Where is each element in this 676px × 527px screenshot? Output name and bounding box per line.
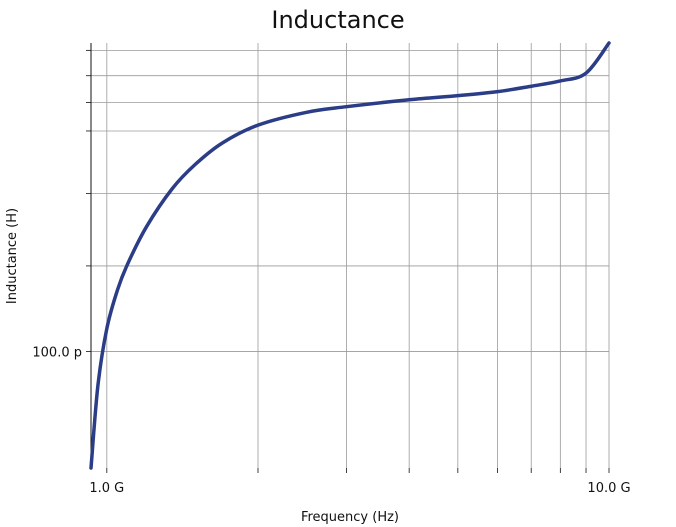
- x-tick-label: 1.0 G: [89, 481, 124, 496]
- grid-lines: [91, 43, 610, 468]
- inductance-series-line: [89, 41, 611, 470]
- y-axis-label: Inductance (H): [5, 208, 20, 304]
- chart-title: Inductance: [271, 6, 405, 34]
- x-tick-label: 10.0 G: [587, 481, 630, 496]
- series-layer: [89, 41, 611, 470]
- x-axis-label: Frequency (Hz): [301, 510, 399, 525]
- y-tick-label: 100.0 p: [32, 345, 82, 360]
- tick-labels: 1.0 G 10.0 G 100.0 p: [32, 345, 630, 496]
- tick-marks: [86, 49, 610, 473]
